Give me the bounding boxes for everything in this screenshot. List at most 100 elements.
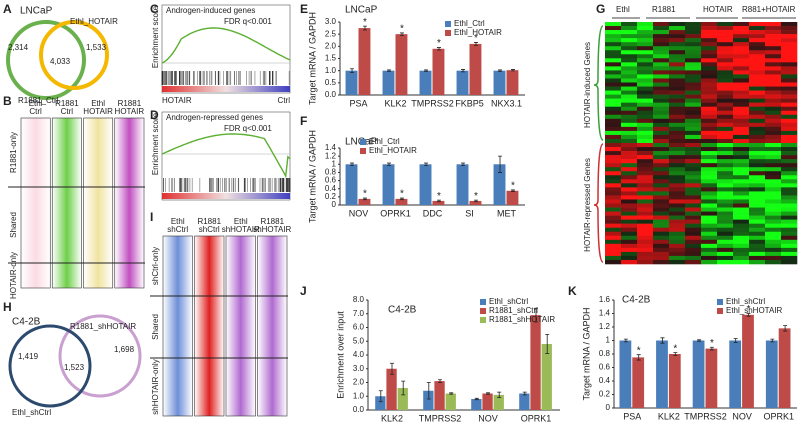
heatmap-cell <box>669 151 686 156</box>
heatmap-cell <box>605 251 622 257</box>
x-tick-label: OPRK1 <box>763 411 794 421</box>
heatmap-cell <box>781 239 798 245</box>
heatmap-cell <box>685 26 702 31</box>
row-label: shHOTAIR-only <box>151 359 160 414</box>
heatmap-cell <box>621 255 638 261</box>
heatmap-cell <box>733 138 750 144</box>
heatmap-cell <box>637 251 654 257</box>
heatmap-cell <box>717 143 734 148</box>
heatmap-cell <box>733 102 750 107</box>
heatmap-cell <box>605 231 622 237</box>
column-label: HOTAIR <box>115 107 145 116</box>
heatmap-cell <box>605 191 622 196</box>
heatmap-cell <box>781 247 798 253</box>
heatmap-cell <box>733 58 750 63</box>
heatmap-cell <box>749 86 766 91</box>
heatmap-cell <box>669 66 686 71</box>
heatmap-cell <box>733 42 750 47</box>
venn-circle <box>39 20 109 90</box>
heatmap-cell <box>701 50 718 55</box>
heatmap-cell <box>605 114 622 120</box>
heatmap-cell <box>669 187 686 192</box>
heatmap-cell <box>765 106 782 112</box>
heatmap-cell <box>605 171 622 176</box>
error-bar <box>350 68 355 74</box>
heatmap-cell <box>669 171 686 176</box>
y-tick-label: 0.4 <box>599 376 611 385</box>
heatmap-cell <box>605 215 622 220</box>
heatmap-cell <box>605 147 622 152</box>
heatmap-cell <box>653 30 670 35</box>
heatmap-cell <box>605 243 622 249</box>
heatmap-cell <box>749 102 766 107</box>
heatmap-cell <box>621 62 638 67</box>
heatmap-cell <box>637 183 654 188</box>
heatmap-cell <box>781 102 798 107</box>
panel-letter: I <box>150 210 153 224</box>
heatmap-cell <box>749 54 766 59</box>
legend-swatch <box>445 21 451 27</box>
heatmap-cell <box>701 211 718 216</box>
y-tick-label: 1.2 <box>325 151 337 160</box>
heatmap-cell <box>637 86 654 91</box>
heatmap-cell <box>669 90 686 95</box>
heatmap-cell <box>685 94 702 99</box>
error-bar <box>510 69 515 72</box>
heatmap-cell <box>701 155 718 160</box>
heatmap-cell <box>701 30 718 35</box>
heatmap-cell <box>749 110 766 116</box>
heatmap-cell <box>621 195 638 200</box>
gsea-note: FDR q<0.001 <box>224 124 272 133</box>
heatmap-cell <box>749 155 766 160</box>
heatmap-cell <box>701 82 718 87</box>
heatmap-cell <box>621 191 638 196</box>
heatmap-cell <box>749 98 766 103</box>
y-tick-label: 0.8 <box>325 168 337 177</box>
heatmap-cell <box>621 70 638 75</box>
legend-label: Ethl_shCtrl <box>726 297 765 306</box>
legend-label: Ethl_HOTAIR <box>369 146 417 155</box>
heatmap-cell <box>717 22 734 27</box>
heatmap-cell <box>637 118 654 124</box>
heatmap-cell <box>717 219 734 224</box>
legend-swatch <box>480 317 486 323</box>
heatmap-cell <box>685 118 702 124</box>
legend-label: Ethl_Ctrl <box>454 19 485 28</box>
chip-heatmap: EthlCtrlR1881CtrlEthlHOTAIRR1881HOTAIRR1… <box>8 99 145 299</box>
legend-label: Ethl_shHOTAIR <box>726 306 783 315</box>
heatmap-cell <box>653 138 670 144</box>
heatmap-cell <box>653 179 670 184</box>
heatmap-cell <box>701 70 718 75</box>
heatmap-cell <box>749 78 766 83</box>
venn-count: 1,523 <box>64 363 85 372</box>
heatmap-cell <box>765 94 782 99</box>
bar <box>432 48 445 95</box>
heatmap-cell <box>749 251 766 257</box>
heatmap-cell <box>717 106 734 112</box>
heatmap-cell <box>621 171 638 176</box>
heatmap-cell <box>685 102 702 107</box>
bar <box>395 34 408 95</box>
heatmap-cell <box>717 163 734 168</box>
heatmap-cell <box>637 98 654 103</box>
bar <box>382 164 395 205</box>
y-tick-label: 0.5 <box>325 78 337 87</box>
heatmap-cell <box>669 134 686 140</box>
heatmap-cell <box>605 82 622 87</box>
legend-label: Ethl_HOTAIR <box>454 28 502 37</box>
heatmap-cell <box>781 126 798 132</box>
heatmap-cell <box>605 199 622 204</box>
heatmap-cell <box>733 22 750 27</box>
heatmap-cell <box>685 46 702 51</box>
heatmap-cell <box>637 138 654 144</box>
gsea-title: Androgen-induced genes <box>166 6 255 15</box>
y-tick-label: 2.0 <box>353 378 365 387</box>
panel-letter: A <box>3 2 12 16</box>
heatmap-cell <box>733 50 750 55</box>
heatmap-cell <box>781 231 798 237</box>
heatmap-cell <box>749 34 766 39</box>
panel-letter: D <box>150 108 159 122</box>
bar <box>358 28 371 95</box>
heatmap-cell <box>685 38 702 43</box>
heatmap-cell <box>669 259 686 265</box>
